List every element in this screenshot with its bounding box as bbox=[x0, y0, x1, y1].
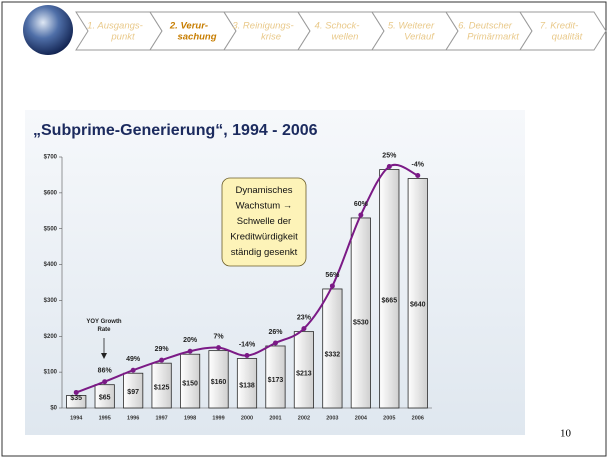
growth-label: -14% bbox=[239, 341, 256, 348]
trend-point bbox=[131, 368, 136, 373]
x-tick-label: 2001 bbox=[269, 415, 281, 421]
bar-value-label: $332 bbox=[325, 351, 341, 358]
x-tick-label: 1997 bbox=[155, 415, 167, 421]
nav-step-line: 4. Schock- bbox=[315, 20, 360, 31]
bar bbox=[408, 179, 427, 408]
callout: Dynamisches Wachstum → Schwelle der Kreditw… bbox=[230, 185, 298, 258]
y-tick-label: $100 bbox=[44, 370, 58, 376]
x-tick-label: 2006 bbox=[412, 415, 424, 421]
nav-step-line: punkt bbox=[110, 31, 135, 42]
trend-point bbox=[245, 353, 250, 358]
nav-step-line: 2. Verur- bbox=[169, 20, 208, 31]
x-tick-label: 2003 bbox=[326, 415, 338, 421]
callout-line: Kreditwürdigkeit bbox=[230, 231, 298, 242]
trend-point bbox=[330, 283, 335, 288]
slide: 1. Ausgangs-punkt 2. Verur-sachung 3. Rein… bbox=[0, 0, 609, 459]
annotation-line: YOY Growth bbox=[86, 319, 122, 325]
trend-point bbox=[74, 390, 79, 395]
globe-icon bbox=[23, 5, 73, 55]
trend-point bbox=[159, 358, 164, 363]
growth-label: 20% bbox=[183, 337, 198, 344]
x-tick-label: 2005 bbox=[383, 415, 395, 421]
growth-label: 60% bbox=[354, 201, 369, 208]
y-tick-label: $400 bbox=[44, 262, 58, 268]
y-tick-label: $300 bbox=[44, 298, 58, 304]
nav-step-line: Primärmarkt bbox=[467, 31, 519, 42]
bar bbox=[323, 289, 342, 408]
callout-line: Wachstum → bbox=[236, 200, 293, 211]
page: {"nav": {"steps": [["1. Ausgangs-", "pun… bbox=[0, 0, 609, 459]
bar bbox=[351, 218, 370, 408]
chart-title: „Subprime-Generierung“, 1994 - 2006 bbox=[33, 122, 318, 139]
nav-step-line: 1. Ausgangs- bbox=[87, 20, 143, 31]
nav-step-line: 6. Deutscher bbox=[458, 20, 513, 31]
bar-value-label: $665 bbox=[382, 298, 398, 305]
bar-value-label: $213 bbox=[296, 370, 312, 377]
x-tick-label: 1998 bbox=[184, 415, 196, 421]
callout-line: ständig gesenkt bbox=[231, 247, 298, 258]
y-tick-label: $200 bbox=[44, 334, 58, 340]
bar-value-label: $138 bbox=[239, 383, 255, 390]
nav-step-line: 7. Kredit- bbox=[540, 20, 579, 31]
x-tick-label: 2002 bbox=[298, 415, 310, 421]
x-tick-label: 2004 bbox=[355, 415, 368, 421]
bar bbox=[380, 170, 399, 408]
growth-label: 23% bbox=[297, 314, 312, 321]
growth-label: 29% bbox=[155, 346, 170, 353]
bar-value-label: $65 bbox=[99, 394, 111, 401]
trend-point bbox=[301, 326, 306, 331]
x-tick-label: 2000 bbox=[241, 415, 253, 421]
growth-label: 56% bbox=[325, 272, 340, 279]
nav-step-line: 5. Weiterer bbox=[388, 20, 435, 31]
growth-label: 7% bbox=[213, 333, 224, 340]
bar-value-label: $125 bbox=[154, 385, 170, 392]
nav-step-line: qualität bbox=[552, 31, 583, 42]
bar-value-label: $173 bbox=[268, 377, 284, 384]
trend-point bbox=[387, 164, 392, 169]
bar-value-label: $530 bbox=[353, 319, 369, 326]
y-tick-label: $700 bbox=[44, 155, 58, 161]
nav-step-line: wellen bbox=[332, 31, 359, 42]
growth-label: 49% bbox=[126, 356, 141, 363]
nav-step-line: sachung bbox=[177, 31, 216, 42]
bar-value-label: $640 bbox=[410, 302, 426, 309]
growth-label: 86% bbox=[98, 368, 113, 375]
growth-label: -4% bbox=[412, 161, 425, 168]
trend-point bbox=[415, 173, 420, 178]
navigation: 1. Ausgangs-punkt 2. Verur-sachung 3. Rein… bbox=[76, 12, 606, 50]
growth-label: 25% bbox=[382, 152, 397, 159]
trend-point bbox=[273, 340, 278, 345]
bar-value-label: $97 bbox=[127, 389, 139, 396]
bar-value-label: $35 bbox=[70, 395, 82, 402]
growth-label: 26% bbox=[268, 329, 283, 336]
x-tick-label: 1995 bbox=[99, 415, 111, 421]
bar-value-label: $150 bbox=[182, 381, 198, 388]
nav-step-line: krise bbox=[261, 31, 281, 42]
callout-line: Dynamisches bbox=[235, 185, 292, 196]
callout-line: Schwelle der bbox=[237, 216, 291, 227]
annotation-line: Rate bbox=[97, 327, 111, 333]
page-number: 10 bbox=[560, 428, 572, 440]
nav-step-line: Verlauf bbox=[404, 31, 435, 42]
trend-point bbox=[216, 345, 221, 350]
nav-step-line: 3. Reinigungs- bbox=[232, 20, 293, 31]
x-tick-label: 1999 bbox=[212, 415, 224, 421]
trend-point bbox=[102, 379, 107, 384]
trend-point bbox=[188, 349, 193, 354]
y-tick-label: $500 bbox=[44, 226, 58, 232]
y-tick-label: $600 bbox=[44, 190, 58, 196]
x-tick-label: 1994 bbox=[70, 415, 83, 421]
bar-value-label: $160 bbox=[211, 379, 227, 386]
trend-point bbox=[358, 212, 363, 217]
x-tick-label: 1996 bbox=[127, 415, 139, 421]
y-tick-label: $0 bbox=[50, 406, 57, 412]
